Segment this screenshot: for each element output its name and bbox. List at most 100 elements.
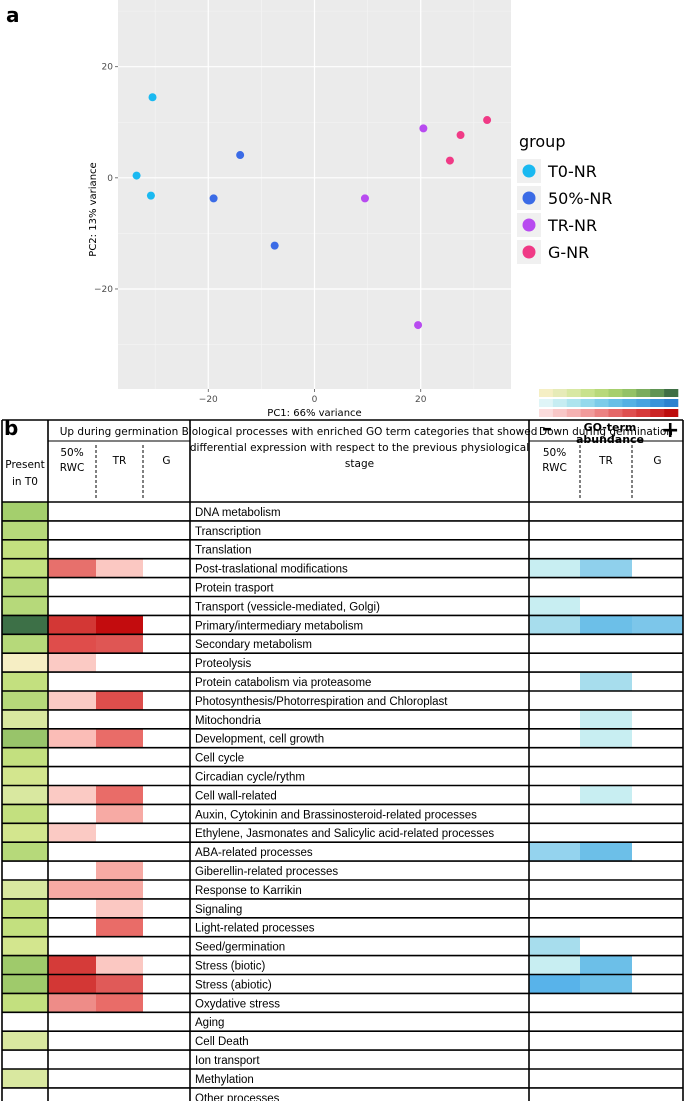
legend-label: TR-NR (547, 216, 597, 235)
header-down-g: G (653, 455, 661, 467)
process-label: Signaling (195, 904, 242, 916)
down-cell (580, 672, 632, 691)
data-point-T0-NR (132, 171, 141, 180)
down-cell (580, 728, 632, 748)
down-cell (580, 615, 632, 635)
present-cell (2, 955, 48, 975)
legend-swatch (650, 409, 665, 417)
process-label: ABA-related processes (195, 847, 313, 859)
process-label: Transcription (195, 526, 261, 538)
present-cell (2, 653, 48, 673)
process-label: DNA metabolism (195, 507, 281, 519)
process-label: Secondary metabolism (195, 639, 312, 651)
up-cell (48, 785, 96, 805)
legend-swatch (608, 409, 623, 417)
up-cell (96, 955, 143, 975)
header-down-title: Down during germination (539, 426, 673, 438)
down-cell (529, 955, 580, 975)
process-label: Auxin, Cytokinin and Brassinosteroid-rel… (195, 809, 477, 821)
process-label: Light-related processes (195, 923, 315, 935)
up-cell (48, 634, 96, 654)
process-label: Oxydative stress (195, 998, 280, 1010)
legend-key-T0-NR (522, 164, 536, 178)
legend-swatch (594, 409, 609, 417)
up-cell (48, 880, 96, 899)
present-cell (2, 520, 48, 540)
header-up-50-1: 50% (60, 447, 83, 459)
process-label: Cell wall-related (195, 790, 277, 802)
y-axis-label: PC2: 13% variance (88, 162, 99, 256)
up-cell (96, 880, 143, 899)
up-cell (96, 974, 143, 994)
y-tick-label: 20 (102, 63, 114, 73)
legend-swatch (650, 399, 665, 407)
present-cell (2, 766, 48, 786)
legend-swatch (664, 409, 679, 417)
present-cell (2, 804, 48, 824)
present-cell (2, 823, 48, 843)
process-label: Photosynthesis/Photorrespiration and Chl… (195, 696, 448, 708)
legend-swatch (636, 399, 651, 407)
present-cell (2, 880, 48, 899)
legend-caption-2: abundance (576, 433, 644, 446)
process-label: Proteolysis (195, 658, 251, 670)
down-cell (529, 596, 580, 616)
legend-swatch (566, 409, 581, 417)
process-label: Translation (195, 545, 251, 557)
process-label: Ethylene, Jasmonates and Salicylic acid-… (195, 828, 494, 840)
panel-b-label: b (4, 416, 18, 440)
present-cell (2, 558, 48, 578)
legend-swatch (622, 399, 637, 407)
up-cell (96, 728, 143, 748)
legend-swatch (608, 399, 623, 407)
down-cell (529, 974, 580, 994)
process-label: Mitochondria (195, 715, 261, 727)
data-point-G-NR (483, 116, 492, 125)
down-cell (580, 955, 632, 975)
process-label: Response to Karrikin (195, 885, 302, 897)
up-cell (48, 823, 96, 843)
present-cell (2, 728, 48, 748)
data-point-T0-NR (146, 191, 155, 200)
present-cell (2, 917, 48, 937)
legend-swatch (580, 409, 595, 417)
down-cell (529, 936, 580, 956)
header-present-1: Present (5, 459, 44, 471)
legend-plus: + (661, 418, 679, 443)
up-cell (48, 691, 96, 710)
legend-swatch (539, 399, 554, 407)
legend-swatch (650, 389, 665, 397)
header-down-tr: TR (598, 455, 613, 467)
legend-swatch (622, 409, 637, 417)
present-cell (2, 1069, 48, 1088)
process-label: Circadian cycle/rythm (195, 772, 305, 784)
legend-swatch (552, 399, 568, 407)
data-point-T0-NR (148, 93, 157, 102)
present-cell (2, 596, 48, 616)
legend-swatch (552, 389, 568, 397)
legend-swatch (664, 399, 679, 407)
present-cell (2, 898, 48, 918)
header-up-50-2: RWC (60, 462, 85, 474)
down-cell (580, 842, 632, 862)
process-label: Cell Death (195, 1036, 249, 1048)
present-cell (2, 842, 48, 862)
process-label: Other processes (195, 1093, 280, 1101)
present-cell (2, 1031, 48, 1051)
process-label: Development, cell growth (195, 734, 324, 746)
process-label: Transport (vessicle-mediated, Golgi) (195, 601, 380, 613)
legend-swatch (539, 409, 554, 417)
legend-label: T0-NR (547, 162, 597, 181)
down-cell (529, 558, 580, 578)
down-cell (580, 974, 632, 994)
present-cell (2, 634, 48, 654)
legend-swatch (636, 409, 651, 417)
down-cell (529, 842, 580, 862)
down-cell (529, 615, 580, 635)
process-label: Stress (abiotic) (195, 979, 272, 991)
legend-swatch (552, 409, 568, 417)
down-cell (580, 785, 632, 805)
data-point-50%-NR (270, 241, 279, 250)
present-cell (2, 709, 48, 729)
